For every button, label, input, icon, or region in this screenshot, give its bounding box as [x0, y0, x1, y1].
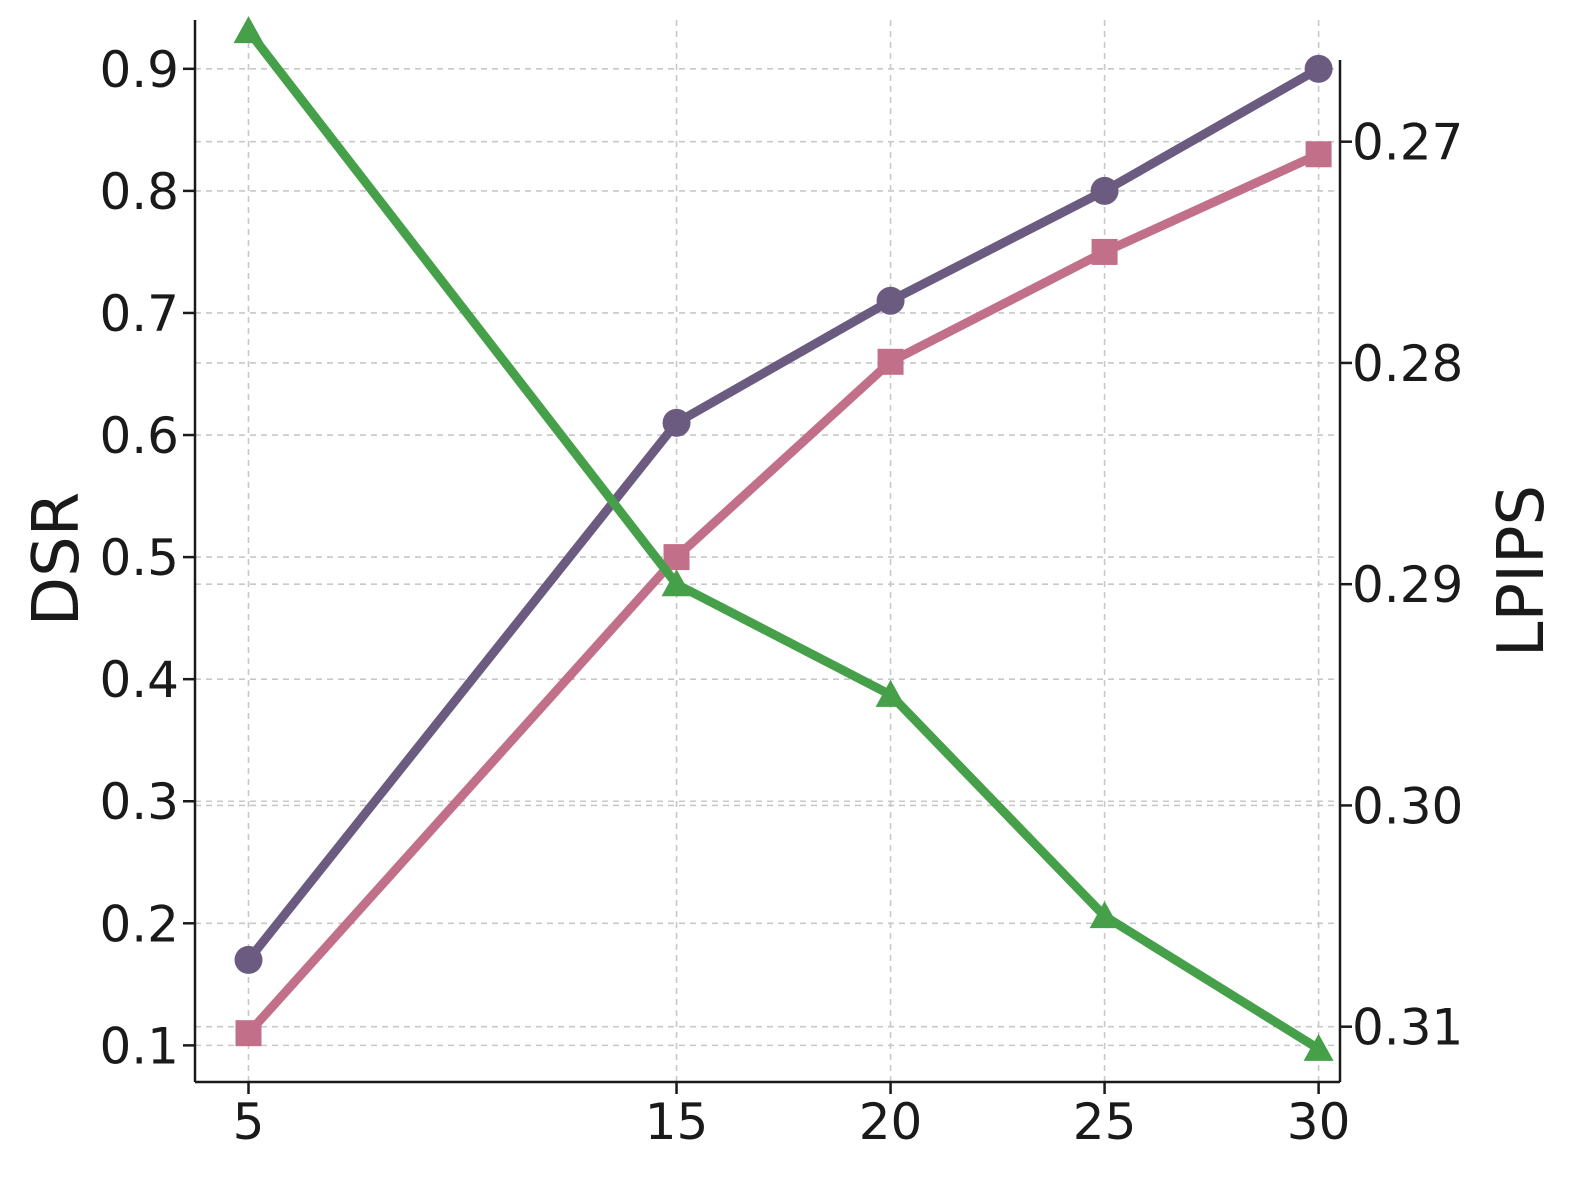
axis-layer: 5 15 20 25 30 0.1 0.2 0.3 0.4 0.5 0.6 0.7 0.8 0.9 0.27…: [99, 20, 1463, 1151]
y2-tick-label: 0.28: [1352, 335, 1463, 393]
series-2-point: [1305, 141, 1332, 168]
series-1-point: [1090, 176, 1119, 205]
y-axis-title: DSR: [20, 492, 94, 626]
y2-tick-label: 0.30: [1352, 777, 1463, 835]
y2-tick-label: 0.29: [1352, 556, 1463, 614]
y-tick-label: 0.3: [99, 773, 179, 831]
series-3-point: [1303, 1033, 1334, 1061]
y2-axis-title: LPIPS: [1485, 485, 1559, 657]
series-1-point: [1304, 54, 1333, 83]
y2-tick-label: 0.31: [1352, 999, 1463, 1057]
series-3-point: [1089, 901, 1120, 929]
x-tick-label: 20: [859, 1093, 923, 1151]
series-1-line: [244, 64, 1324, 965]
series-3-point: [661, 569, 692, 597]
series-2-point: [1091, 238, 1118, 265]
x-tick-label: 25: [1073, 1093, 1137, 1151]
series-layer: [233, 16, 1334, 1061]
series-2-point: [235, 1020, 262, 1047]
x-tick-label: 15: [645, 1093, 709, 1151]
series-2-line: [244, 149, 1324, 1038]
series-3-point: [875, 679, 906, 707]
series-3-point: [233, 16, 264, 44]
series-1-point: [876, 286, 905, 315]
x-tick-label: 5: [233, 1093, 265, 1151]
y-tick-label: 0.9: [99, 41, 179, 99]
grid-layer: [195, 20, 1340, 1082]
series-2-point: [877, 348, 904, 375]
y-tick-label: 0.4: [99, 651, 179, 709]
y-tick-label: 0.1: [99, 1017, 179, 1075]
y-tick-label: 0.7: [99, 285, 179, 343]
y-tick-label: 0.6: [99, 407, 179, 465]
y2-tick-label: 0.27: [1352, 114, 1463, 172]
series-1-point: [234, 945, 263, 974]
y-tick-label: 0.8: [99, 163, 179, 221]
x-tick-label: 30: [1287, 1093, 1351, 1151]
series-1-point: [662, 408, 691, 437]
series-3-line: [244, 26, 1324, 1054]
y-tick-label: 0.5: [99, 529, 179, 587]
y-tick-label: 0.2: [99, 895, 179, 953]
